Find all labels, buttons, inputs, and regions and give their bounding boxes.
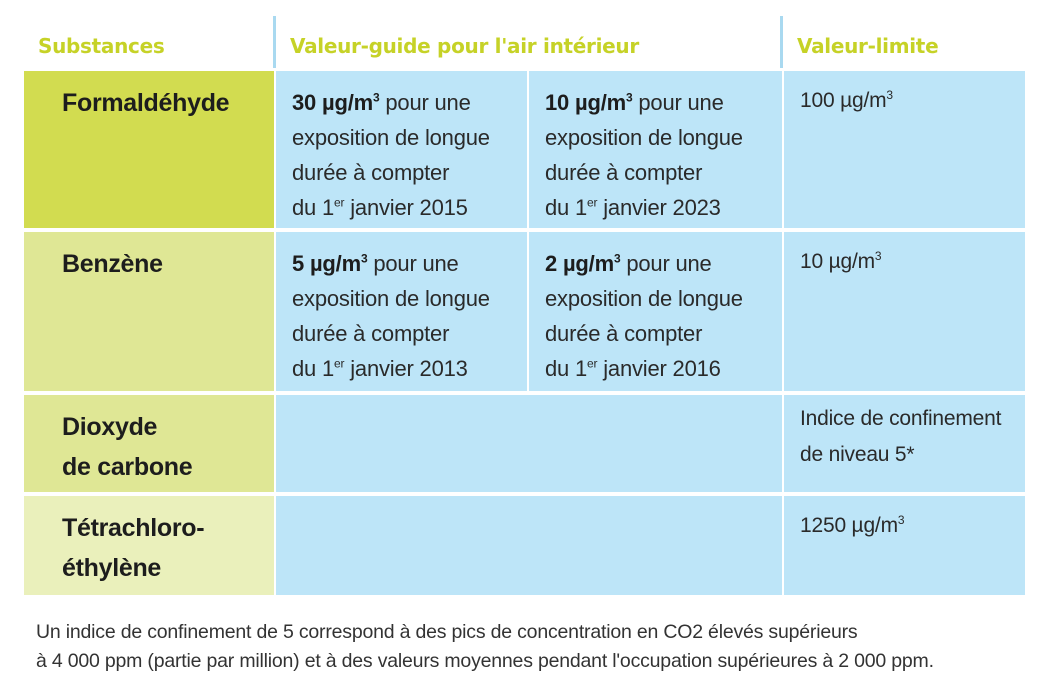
substance-name: de carbone: [62, 453, 193, 481]
header-substances: Substances: [38, 34, 165, 58]
limit-value: 10 µg/m3: [800, 249, 882, 273]
limit-value: de niveau 5*: [800, 443, 915, 466]
guide-value-cell: 30 µg/m3 pour une exposition de longue d…: [276, 71, 527, 228]
guide-text: exposition de longue: [292, 125, 490, 150]
guide-value: 2 µg/m3: [545, 251, 621, 276]
guide-date: du 1er janvier 2023: [545, 195, 721, 220]
guide-date: du 1er janvier 2015: [292, 195, 468, 220]
guide-value: 30 µg/m3: [292, 90, 380, 115]
limit-value: 100 µg/m3: [800, 88, 893, 112]
guide-text: pour une: [632, 90, 724, 115]
guide-text: exposition de longue: [545, 286, 743, 311]
guide-text: pour une: [367, 251, 459, 276]
limit-value-cell: 10 µg/m3: [784, 232, 1025, 391]
limit-value-cell: Indice de confinement de niveau 5*: [784, 395, 1025, 492]
guide-text: durée à compter: [545, 160, 703, 185]
guide-text: exposition de longue: [545, 125, 743, 150]
limit-value: 1250 µg/m3: [800, 513, 905, 537]
guide-text: durée à compter: [292, 321, 450, 346]
substance-name: Dioxyde: [62, 413, 158, 441]
substance-name: Formaldéhyde: [62, 89, 230, 117]
limit-value-cell: 100 µg/m3: [784, 71, 1025, 228]
substance-cell: Benzène: [24, 232, 274, 391]
limit-value: Indice de confinement: [800, 407, 1002, 430]
header-limit-value: Valeur-limite: [797, 34, 939, 58]
substance-name: Benzène: [62, 250, 163, 278]
limit-value-cell: 1250 µg/m3: [784, 496, 1025, 595]
guide-text: durée à compter: [545, 321, 703, 346]
guide-value-cell: 10 µg/m3 pour une exposition de longue d…: [529, 71, 782, 228]
header-guide-value: Valeur-guide pour l'air intérieur: [290, 34, 639, 58]
guide-text: pour une: [620, 251, 712, 276]
substance-cell: Tétrachloro- éthylène: [24, 496, 274, 595]
guide-value-cell-empty: [276, 395, 782, 492]
guide-date: du 1er janvier 2013: [292, 356, 468, 381]
substance-cell: Formaldéhyde: [24, 71, 274, 228]
guide-value: 5 µg/m3: [292, 251, 368, 276]
guide-date: du 1er janvier 2016: [545, 356, 721, 381]
header-separator: [273, 16, 276, 68]
header-separator: [780, 16, 783, 68]
guide-text: exposition de longue: [292, 286, 490, 311]
footnote-line: à 4 000 ppm (partie par million) et à de…: [36, 650, 934, 672]
footnote-line: Un indice de confinement de 5 correspond…: [36, 621, 858, 643]
guide-value-cell-empty: [276, 496, 782, 595]
guide-value-cell: 5 µg/m3 pour une exposition de longue du…: [276, 232, 527, 391]
footnote: Un indice de confinement de 5 correspond…: [36, 618, 1036, 676]
guide-text: pour une: [379, 90, 471, 115]
guide-text: durée à compter: [292, 160, 450, 185]
guide-value-cell: 2 µg/m3 pour une exposition de longue du…: [529, 232, 782, 391]
substance-cell: Dioxyde de carbone: [24, 395, 274, 492]
substance-name: éthylène: [62, 554, 162, 582]
substance-name: Tétrachloro-: [62, 514, 205, 542]
guide-value: 10 µg/m3: [545, 90, 633, 115]
